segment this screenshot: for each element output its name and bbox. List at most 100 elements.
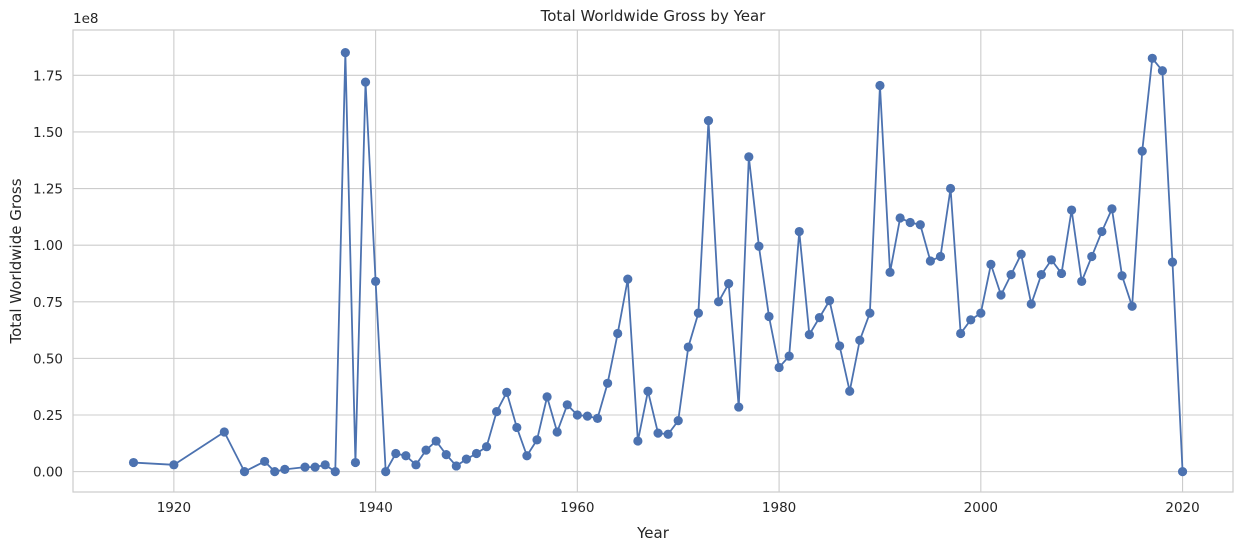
data-point bbox=[895, 213, 905, 223]
data-point bbox=[905, 217, 915, 228]
data-points bbox=[128, 48, 1188, 477]
data-point bbox=[754, 241, 764, 251]
y-offset-label: 1e8 bbox=[73, 11, 98, 27]
data-point bbox=[391, 448, 401, 459]
data-point bbox=[774, 362, 784, 373]
data-point bbox=[976, 308, 986, 318]
chart-title: Total Worldwide Gross by Year bbox=[540, 7, 767, 25]
data-point bbox=[865, 308, 875, 318]
x-tick-label: 1980 bbox=[762, 500, 796, 516]
data-point bbox=[431, 436, 441, 446]
data-point bbox=[794, 226, 804, 237]
data-point bbox=[945, 183, 956, 194]
data-point bbox=[542, 392, 552, 402]
data-point bbox=[623, 274, 633, 284]
data-point bbox=[502, 387, 512, 397]
data-point bbox=[804, 330, 814, 340]
data-point bbox=[1117, 271, 1127, 281]
data-point bbox=[1167, 257, 1178, 267]
data-point bbox=[643, 386, 653, 396]
data-point bbox=[1147, 53, 1157, 63]
data-point bbox=[663, 429, 673, 439]
data-point bbox=[1046, 255, 1057, 265]
data-point bbox=[512, 422, 522, 433]
data-point bbox=[1077, 276, 1087, 286]
data-point bbox=[1157, 66, 1167, 76]
data-point bbox=[764, 311, 774, 322]
data-point bbox=[724, 279, 734, 289]
data-point bbox=[562, 400, 572, 410]
data-point bbox=[835, 341, 845, 351]
data-point bbox=[1016, 249, 1026, 259]
data-point bbox=[1177, 467, 1188, 477]
data-point bbox=[381, 467, 391, 477]
data-point bbox=[814, 313, 825, 323]
data-point bbox=[461, 454, 471, 464]
data-point bbox=[572, 410, 582, 420]
data-point bbox=[915, 220, 925, 230]
data-point bbox=[401, 451, 411, 461]
data-point bbox=[653, 428, 663, 438]
data-point bbox=[582, 411, 593, 421]
data-point bbox=[492, 407, 502, 417]
x-tick-label: 1920 bbox=[157, 500, 191, 516]
y-tick-label: 0.50 bbox=[33, 351, 63, 367]
data-point bbox=[935, 251, 946, 262]
data-point bbox=[925, 256, 935, 266]
data-point bbox=[713, 297, 724, 307]
data-point bbox=[360, 77, 371, 87]
data-point bbox=[633, 436, 643, 446]
y-tick-label: 0.25 bbox=[33, 408, 63, 424]
y-tick-label: 1.50 bbox=[33, 125, 63, 141]
data-point bbox=[683, 342, 693, 352]
y-tick-label: 0.75 bbox=[33, 295, 63, 311]
y-axis-label: Total Worldwide Gross bbox=[7, 178, 25, 344]
data-point bbox=[744, 152, 754, 162]
data-point bbox=[260, 456, 270, 467]
data-point bbox=[845, 386, 855, 396]
data-point bbox=[885, 267, 895, 277]
x-tick-label: 2020 bbox=[1165, 500, 1199, 516]
data-point bbox=[350, 457, 361, 468]
plot-frame bbox=[72, 29, 1234, 493]
data-point bbox=[371, 276, 381, 286]
data-point bbox=[1006, 269, 1016, 280]
data-point bbox=[441, 450, 451, 460]
data-point bbox=[703, 115, 714, 126]
grid-lines bbox=[73, 30, 1233, 492]
data-point bbox=[280, 464, 290, 474]
data-point bbox=[219, 427, 229, 437]
data-point bbox=[1087, 251, 1097, 262]
data-point bbox=[592, 413, 603, 423]
data-point bbox=[734, 402, 744, 412]
data-point bbox=[875, 80, 885, 91]
data-point bbox=[330, 467, 340, 477]
data-point bbox=[996, 290, 1006, 300]
y-tick-label: 1.00 bbox=[33, 238, 63, 254]
data-point bbox=[169, 460, 179, 470]
data-point bbox=[300, 462, 310, 472]
data-point bbox=[1036, 269, 1046, 280]
data-point bbox=[603, 378, 613, 388]
data-point bbox=[1107, 204, 1117, 214]
series-line-layer bbox=[133, 51, 1184, 473]
data-point bbox=[855, 335, 865, 345]
data-point bbox=[613, 328, 623, 339]
data-point bbox=[956, 328, 966, 339]
data-point bbox=[421, 445, 431, 455]
data-point bbox=[451, 461, 461, 471]
data-point bbox=[411, 460, 421, 470]
data-point bbox=[522, 451, 532, 461]
y-tick-label: 1.75 bbox=[33, 68, 63, 84]
data-point bbox=[1067, 205, 1077, 215]
data-point bbox=[1026, 299, 1036, 309]
data-point bbox=[1137, 146, 1147, 156]
data-point bbox=[966, 315, 976, 325]
x-tick-label: 1940 bbox=[358, 500, 392, 516]
data-point bbox=[239, 467, 250, 477]
y-tick-label: 0.00 bbox=[33, 465, 63, 481]
data-point bbox=[532, 435, 542, 445]
data-point bbox=[471, 448, 482, 459]
x-tick-label: 2000 bbox=[964, 500, 998, 516]
